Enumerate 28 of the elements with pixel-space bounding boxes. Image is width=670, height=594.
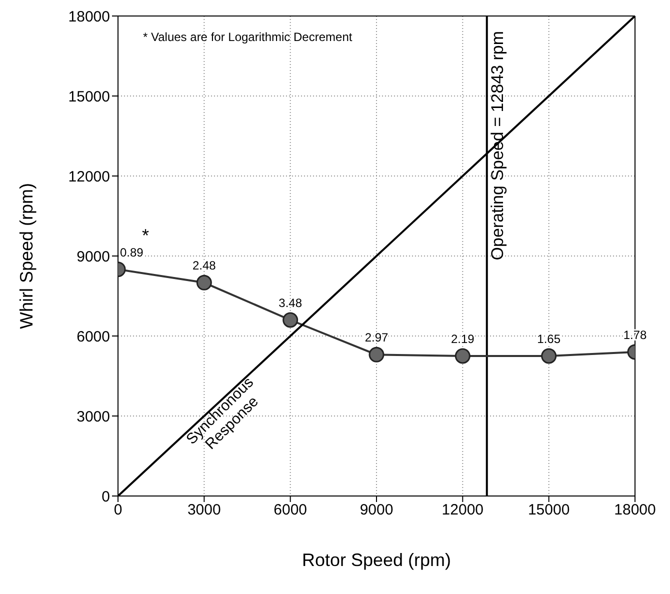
annotation: 2.48 bbox=[192, 258, 216, 273]
x-tick-label: 0 bbox=[114, 502, 122, 519]
annotation: 0.89 bbox=[120, 245, 144, 260]
y-axis-title: Whirl Speed (rpm) bbox=[16, 182, 36, 330]
y-tick-label: 18000 bbox=[68, 8, 110, 26]
point bbox=[454, 348, 470, 364]
x-tick-label: 3000 bbox=[187, 502, 221, 519]
x-tick-label: 6000 bbox=[274, 502, 308, 519]
point bbox=[282, 312, 298, 328]
annotation: 3.48 bbox=[278, 296, 302, 310]
annotation: * bbox=[142, 225, 150, 246]
ref-line-label: Operating Speed = 12843 rpm bbox=[488, 31, 507, 260]
y-tick-label: 15000 bbox=[68, 88, 110, 106]
annotation: 1.65 bbox=[537, 332, 561, 346]
x-axis-title: Rotor Speed (rpm) bbox=[302, 550, 452, 570]
point bbox=[368, 346, 384, 362]
x-tick-label: 15000 bbox=[528, 502, 570, 519]
y-tick-label: 0 bbox=[102, 488, 110, 506]
x-tick-label: 18000 bbox=[614, 502, 656, 519]
annotation: 2.97 bbox=[364, 330, 388, 345]
x-tick-label: 12000 bbox=[442, 502, 484, 519]
x-tick-label: 9000 bbox=[360, 502, 394, 519]
annotation: 2.19 bbox=[450, 332, 475, 346]
y-tick-label: 12000 bbox=[68, 168, 110, 186]
y-tick-label: 3000 bbox=[76, 408, 110, 426]
annotation: * Values are for Logarithmic Decrement bbox=[143, 30, 352, 44]
y-tick-label: 6000 bbox=[76, 328, 110, 346]
y-tick-label: 9000 bbox=[76, 248, 110, 266]
